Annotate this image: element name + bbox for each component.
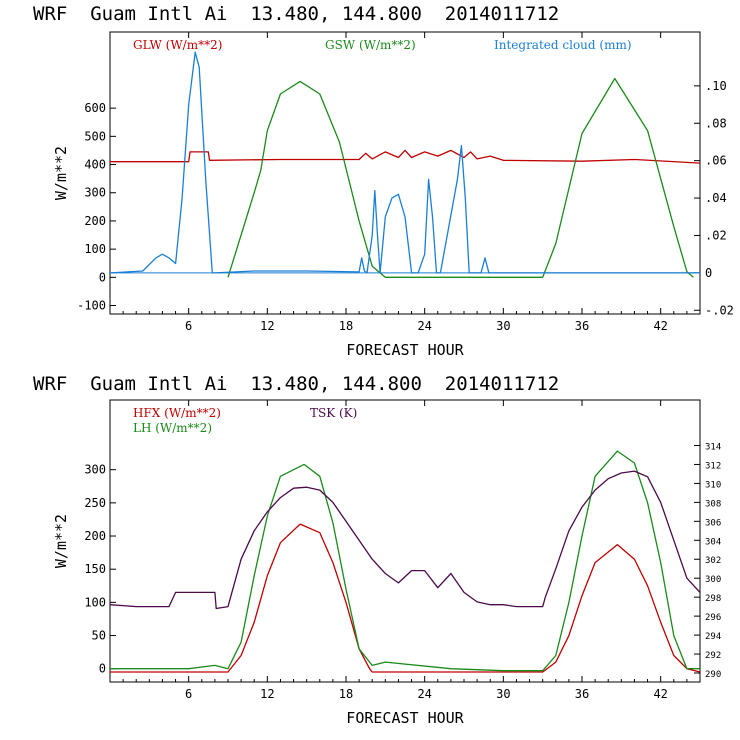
y2-tick-label: 304 (705, 537, 721, 547)
bottom-chart-title: WRF Guam Intl Ai 13.480, 144.800 2014011… (33, 373, 559, 395)
y2-tick-label: 308 (705, 499, 721, 509)
series-line-gsw (227, 77, 694, 278)
x-tick-label: 36 (575, 319, 589, 333)
legend-tsk: TSK (K) (310, 406, 357, 420)
y2-tick-label: 302 (705, 556, 721, 566)
y-tick-label: 300 (84, 186, 106, 200)
x-tick-label: 12 (260, 687, 274, 701)
y-tick-label: 100 (84, 595, 106, 609)
y-tick-label: 0 (99, 662, 106, 676)
top-x-axis-label: FORECAST HOUR (346, 341, 464, 359)
y-tick-label: 200 (84, 214, 106, 228)
y-tick-label: 300 (84, 463, 106, 477)
y2-tick-label: 0 (705, 266, 712, 280)
series-line-integrated (109, 51, 700, 274)
legend-glw: GLW (W/m**2) (133, 38, 222, 52)
y-tick-label: -100 (77, 299, 106, 313)
x-tick-label: 30 (496, 687, 510, 701)
y-tick-label: 250 (84, 496, 106, 510)
series-line-tsk (109, 470, 701, 610)
x-tick-label: 42 (653, 319, 667, 333)
y-tick-label: 100 (84, 242, 106, 256)
y2-tick-label: .08 (705, 116, 727, 130)
legend-gsw: GSW (W/m**2) (325, 38, 416, 52)
y-tick-label: 0 (99, 270, 106, 284)
series-line-glw (110, 149, 701, 164)
y2-tick-label: 310 (705, 480, 721, 490)
x-tick-label: 36 (575, 687, 589, 701)
top-plot-frame (109, 31, 701, 315)
x-tick-label: 24 (417, 319, 431, 333)
bottom-plot-frame (109, 399, 701, 683)
y-tick-label: 200 (84, 529, 106, 543)
y-tick-label: 150 (84, 562, 106, 576)
y2-tick-label: 298 (705, 594, 721, 604)
legend-hfx: HFX (W/m**2) (133, 406, 221, 420)
y2-tick-label: 306 (705, 518, 721, 528)
y2-tick-label: 296 (705, 613, 721, 623)
y-tick-label: 50 (92, 629, 106, 643)
x-tick-label: 18 (339, 319, 353, 333)
x-tick-label: 12 (260, 319, 274, 333)
y2-tick-label: .02 (705, 228, 727, 242)
series-line-lh (110, 450, 700, 672)
y2-tick-label: .04 (705, 191, 727, 205)
bottom-y-axis-label: W/m**2 (52, 514, 70, 568)
x-tick-label: 42 (653, 687, 667, 701)
y2-tick-label: -.02 (705, 303, 734, 317)
y-tick-label: 600 (84, 101, 106, 115)
y2-tick-label: 292 (705, 651, 721, 661)
y2-tick-label: 294 (705, 632, 721, 642)
series-line-hfx (110, 523, 701, 673)
y2-tick-label: 300 (705, 575, 721, 585)
bottom-x-axis-label: FORECAST HOUR (346, 709, 464, 727)
x-tick-label: 24 (417, 687, 431, 701)
x-tick-label: 6 (185, 319, 192, 333)
x-tick-label: 30 (496, 319, 510, 333)
top-chart-title: WRF Guam Intl Ai 13.480, 144.800 2014011… (33, 3, 559, 25)
y-tick-label: 400 (84, 158, 106, 172)
x-tick-label: 18 (339, 687, 353, 701)
y2-tick-label: 290 (705, 670, 721, 680)
legend-lh: LH (W/m**2) (133, 421, 212, 435)
y2-tick-label: .06 (705, 154, 727, 168)
top-y-axis-label: W/m**2 (52, 146, 70, 200)
y2-tick-label: 314 (705, 442, 721, 452)
legend-integrated-cloud: Integrated cloud (mm) (494, 38, 632, 52)
x-tick-label: 6 (185, 687, 192, 701)
y-tick-label: 500 (84, 129, 106, 143)
y2-tick-label: 312 (705, 461, 721, 471)
y2-tick-label: .10 (705, 79, 727, 93)
